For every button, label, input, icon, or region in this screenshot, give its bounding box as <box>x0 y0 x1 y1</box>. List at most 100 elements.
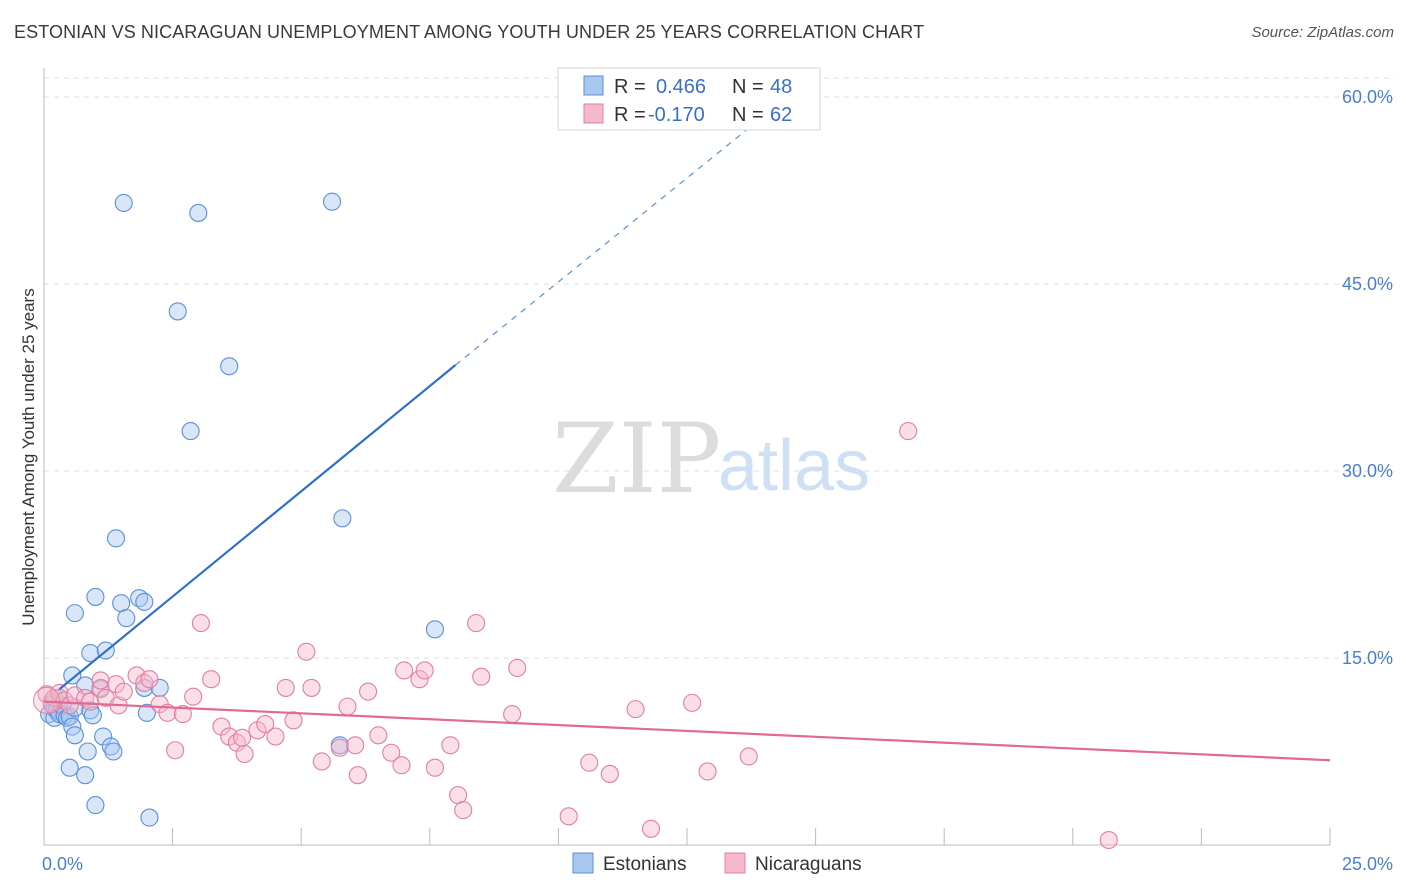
estonians-point-19 <box>78 742 97 761</box>
nicaraguans-point-65 <box>899 422 918 441</box>
trend-lines <box>43 127 1331 762</box>
estonians-point-28 <box>101 737 120 756</box>
nicaraguans-point-48 <box>415 661 434 680</box>
nicaraguans-point-56 <box>508 658 527 678</box>
estonians-trend-line <box>58 364 457 691</box>
nicaraguans-point-57 <box>559 807 578 826</box>
nicaraguans-point-23 <box>191 614 210 633</box>
nicaraguans-point-52 <box>454 801 473 820</box>
nicaraguans-point-42 <box>359 682 378 701</box>
nicaraguans-point-62 <box>683 693 702 712</box>
nicaraguans-point-61 <box>641 819 661 838</box>
nicaraguans-point-34 <box>284 711 303 730</box>
series-legend-label-nicaraguans[interactable]: Nicaraguans <box>755 854 862 875</box>
nicaraguans-point-64 <box>739 747 758 766</box>
legend-swatch-estonians <box>583 75 604 96</box>
estonians-point-24 <box>86 587 105 606</box>
estonians-point-14 <box>63 666 82 685</box>
legend-n-value-estonians: 48 <box>770 76 792 98</box>
estonians-point-37 <box>137 703 156 722</box>
nicaraguans-point-66 <box>1099 830 1118 850</box>
series-legend: Estonians Nicaraguans <box>572 852 862 875</box>
nicaraguans-trend-line <box>43 700 1331 762</box>
nicaraguans-point-35 <box>297 642 316 661</box>
y-tick-label-15: 15.0% <box>1342 648 1393 668</box>
legend-r-value-nicaraguans: -0.170 <box>648 104 705 126</box>
nicaraguans-point-cluster <box>33 686 61 714</box>
nicaraguans-point-17 <box>140 670 159 689</box>
estonians-point-10 <box>60 758 79 777</box>
estonians-point-16 <box>65 604 84 623</box>
grid-lines <box>44 77 1395 659</box>
estonians-point-41 <box>181 422 200 441</box>
nicaraguans-point-49 <box>425 758 444 777</box>
nicaraguans-point-14 <box>114 682 133 701</box>
x-tick-label-max: 25.0% <box>1342 854 1393 874</box>
legend-n-label-nicaraguans: N = <box>732 104 764 126</box>
nicaraguans-point-40 <box>346 736 365 755</box>
estonians-point-32 <box>114 193 133 213</box>
watermark: ZIP atlas <box>552 403 870 515</box>
nicaraguans-point-36 <box>302 678 321 697</box>
estonians-point-46 <box>333 509 352 528</box>
nicaraguans-point-54 <box>472 667 491 686</box>
estonians-point-33 <box>117 609 136 628</box>
stats-legend: R = 0.466 N = 48 R = -0.170 N = 62 <box>557 67 821 131</box>
estonians-point-40 <box>168 302 187 321</box>
y-axis-label: Unemployment Among Youth under 25 years <box>19 288 38 625</box>
chart-title: ESTONIAN VS NICARAGUAN UNEMPLOYMENT AMON… <box>14 22 925 42</box>
nicaraguans-point-20 <box>166 741 185 760</box>
estonians-point-42 <box>189 203 208 222</box>
nicaraguans-point-43 <box>369 726 388 745</box>
nicaraguans-point-32 <box>266 727 285 746</box>
nicaraguans-point-25 <box>212 717 231 736</box>
nicaraguans-point-21 <box>173 705 192 724</box>
nicaraguans-point-29 <box>235 744 254 764</box>
estonians-point-20 <box>81 643 100 663</box>
nicaraguans-point-58 <box>580 753 599 772</box>
series-legend-swatch-estonians[interactable] <box>572 852 594 874</box>
x-tick-label-min: 0.0% <box>42 854 83 874</box>
nicaraguans-point-4 <box>55 691 74 710</box>
nicaraguans-point-41 <box>348 766 367 785</box>
y-tick-label-60: 60.0% <box>1342 87 1393 107</box>
nicaraguans-point-8 <box>81 692 100 711</box>
y-tick-label-30: 30.0% <box>1342 461 1393 481</box>
nicaraguans-point-38 <box>330 738 349 757</box>
x-tick-labels: 0.0% 25.0% <box>42 854 1393 874</box>
nicaraguans-point-47 <box>410 670 429 689</box>
nicaraguans-point-45 <box>392 756 411 775</box>
estonians-point-47 <box>425 620 444 639</box>
nicaraguans-point-55 <box>503 705 522 724</box>
nicaraguans-points <box>33 422 1118 850</box>
nicaraguans-point-59 <box>600 764 619 783</box>
nicaraguans-point-33 <box>276 678 295 697</box>
watermark-zip: ZIP <box>552 403 721 515</box>
nicaraguans-point-50 <box>441 736 460 755</box>
nicaraguans-point-53 <box>467 614 486 633</box>
estonians-point-23 <box>86 796 105 815</box>
legend-swatch-nicaraguans <box>583 103 604 124</box>
estonians-point-44 <box>323 192 342 211</box>
watermark-atlas: atlas <box>718 426 870 506</box>
estonians-point-18 <box>76 766 95 785</box>
estonians-point-26 <box>94 727 113 746</box>
estonians-point-38 <box>140 808 159 827</box>
legend-n-label-estonians: N = <box>732 76 764 98</box>
estonians-point-29 <box>104 742 123 761</box>
nicaraguans-point-19 <box>158 703 177 722</box>
estonians-point-30 <box>106 529 126 548</box>
estonians-point-35 <box>135 592 154 611</box>
y-tick-labels: 15.0% 30.0% 45.0% 60.0% <box>1342 87 1393 668</box>
nicaraguans-point-28 <box>232 728 252 747</box>
nicaraguans-point-10 <box>91 671 110 690</box>
series-legend-label-estonians[interactable]: Estonians <box>603 854 686 875</box>
nicaraguans-point-37 <box>312 752 331 771</box>
series-legend-swatch-nicaraguans[interactable] <box>724 852 746 874</box>
nicaraguans-point-39 <box>338 697 357 716</box>
legend-r-label-nicaraguans: R = <box>614 104 646 126</box>
estonians-point-22 <box>83 706 102 725</box>
nicaraguans-point-46 <box>395 661 414 680</box>
nicaraguans-point-5 <box>60 696 79 715</box>
